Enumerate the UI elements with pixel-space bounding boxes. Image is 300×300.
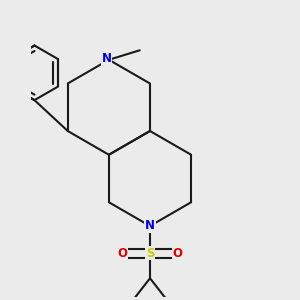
Text: O: O — [172, 247, 182, 260]
Text: N: N — [101, 52, 112, 65]
Text: O: O — [118, 247, 128, 260]
Text: S: S — [146, 247, 154, 260]
Text: N: N — [145, 220, 155, 232]
